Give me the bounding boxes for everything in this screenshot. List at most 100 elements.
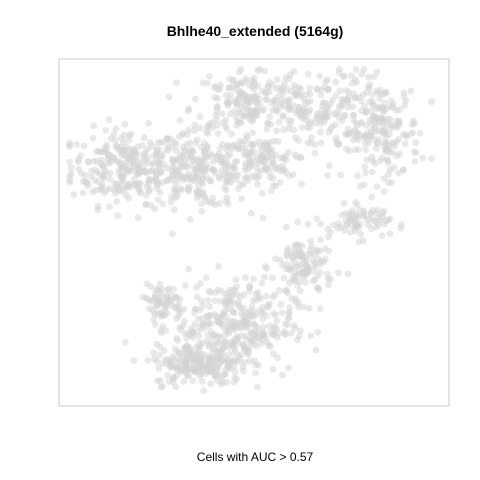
data-point	[187, 364, 195, 371]
data-point	[312, 259, 319, 266]
data-point	[311, 141, 319, 149]
data-point	[373, 68, 381, 76]
data-point	[242, 274, 249, 282]
data-point	[223, 98, 231, 106]
data-point	[246, 98, 254, 106]
data-point	[280, 274, 288, 282]
data-point	[273, 127, 280, 134]
data-point	[156, 280, 164, 288]
data-point	[295, 104, 302, 111]
data-point	[161, 311, 169, 319]
data-point	[103, 141, 110, 149]
data-point	[362, 122, 370, 129]
data-point	[85, 158, 93, 166]
data-point	[266, 174, 274, 181]
data-point	[384, 116, 391, 123]
data-point	[392, 107, 400, 114]
data-point	[303, 90, 310, 98]
data-point	[327, 275, 334, 283]
data-point	[273, 85, 281, 92]
data-point	[345, 89, 353, 96]
data-point	[288, 106, 295, 114]
data-point	[253, 98, 260, 106]
data-point	[89, 134, 97, 142]
data-point	[210, 341, 218, 348]
data-point	[99, 162, 106, 170]
data-point	[234, 101, 242, 109]
data-point	[288, 295, 295, 302]
data-point	[393, 121, 400, 129]
data-point	[222, 164, 229, 171]
data-point	[228, 357, 236, 365]
data-point	[314, 272, 321, 280]
data-point	[309, 277, 317, 285]
data-point	[131, 175, 138, 183]
data-point	[70, 191, 78, 199]
data-point	[83, 178, 90, 186]
data-point	[328, 123, 336, 130]
data-point	[236, 80, 243, 88]
data-point	[268, 162, 275, 170]
data-point	[244, 350, 252, 358]
data-point	[237, 180, 245, 188]
data-point	[160, 347, 168, 355]
data-point	[268, 274, 276, 282]
data-point	[224, 200, 232, 208]
data-point	[369, 157, 377, 165]
data-point	[289, 252, 296, 260]
data-point	[257, 155, 265, 163]
data-point	[153, 178, 161, 185]
data-point	[68, 164, 75, 172]
data-point	[332, 134, 340, 142]
data-point	[216, 85, 224, 92]
data-point	[187, 325, 195, 333]
data-point	[269, 365, 277, 373]
data-point	[225, 344, 233, 351]
data-point	[360, 66, 368, 73]
data-point	[233, 96, 241, 103]
data-point	[226, 75, 233, 83]
data-point	[317, 236, 324, 244]
data-point	[235, 144, 242, 152]
data-point	[294, 218, 301, 226]
data-point	[307, 237, 315, 245]
data-point	[98, 180, 106, 188]
data-point	[172, 156, 180, 164]
data-point	[282, 320, 289, 328]
data-point	[206, 164, 214, 172]
data-point	[229, 163, 237, 171]
data-point	[215, 262, 223, 270]
data-point	[291, 324, 299, 332]
data-point	[125, 194, 133, 202]
data-point	[106, 203, 113, 211]
data-point	[292, 269, 300, 277]
data-point	[280, 126, 287, 134]
data-point	[235, 320, 242, 327]
data-point	[332, 78, 339, 86]
data-point	[207, 380, 215, 388]
data-point	[200, 387, 208, 395]
data-point	[209, 199, 217, 207]
data-point	[416, 130, 424, 137]
data-point	[196, 124, 204, 132]
data-point	[246, 309, 254, 317]
data-point	[224, 152, 232, 160]
data-point	[271, 324, 279, 332]
data-point	[218, 141, 226, 148]
data-point	[358, 107, 365, 115]
data-point	[103, 186, 110, 194]
data-point	[351, 95, 359, 102]
data-point	[151, 321, 159, 328]
data-point	[287, 330, 295, 337]
data-point	[368, 168, 376, 176]
data-point	[159, 382, 166, 390]
data-point	[223, 125, 231, 133]
data-point	[277, 301, 285, 308]
data-point	[179, 143, 187, 151]
data-point	[288, 262, 296, 270]
data-point	[376, 157, 384, 165]
data-point	[213, 363, 220, 371]
data-point	[324, 225, 332, 233]
data-point	[209, 124, 217, 132]
data-point	[254, 180, 261, 188]
